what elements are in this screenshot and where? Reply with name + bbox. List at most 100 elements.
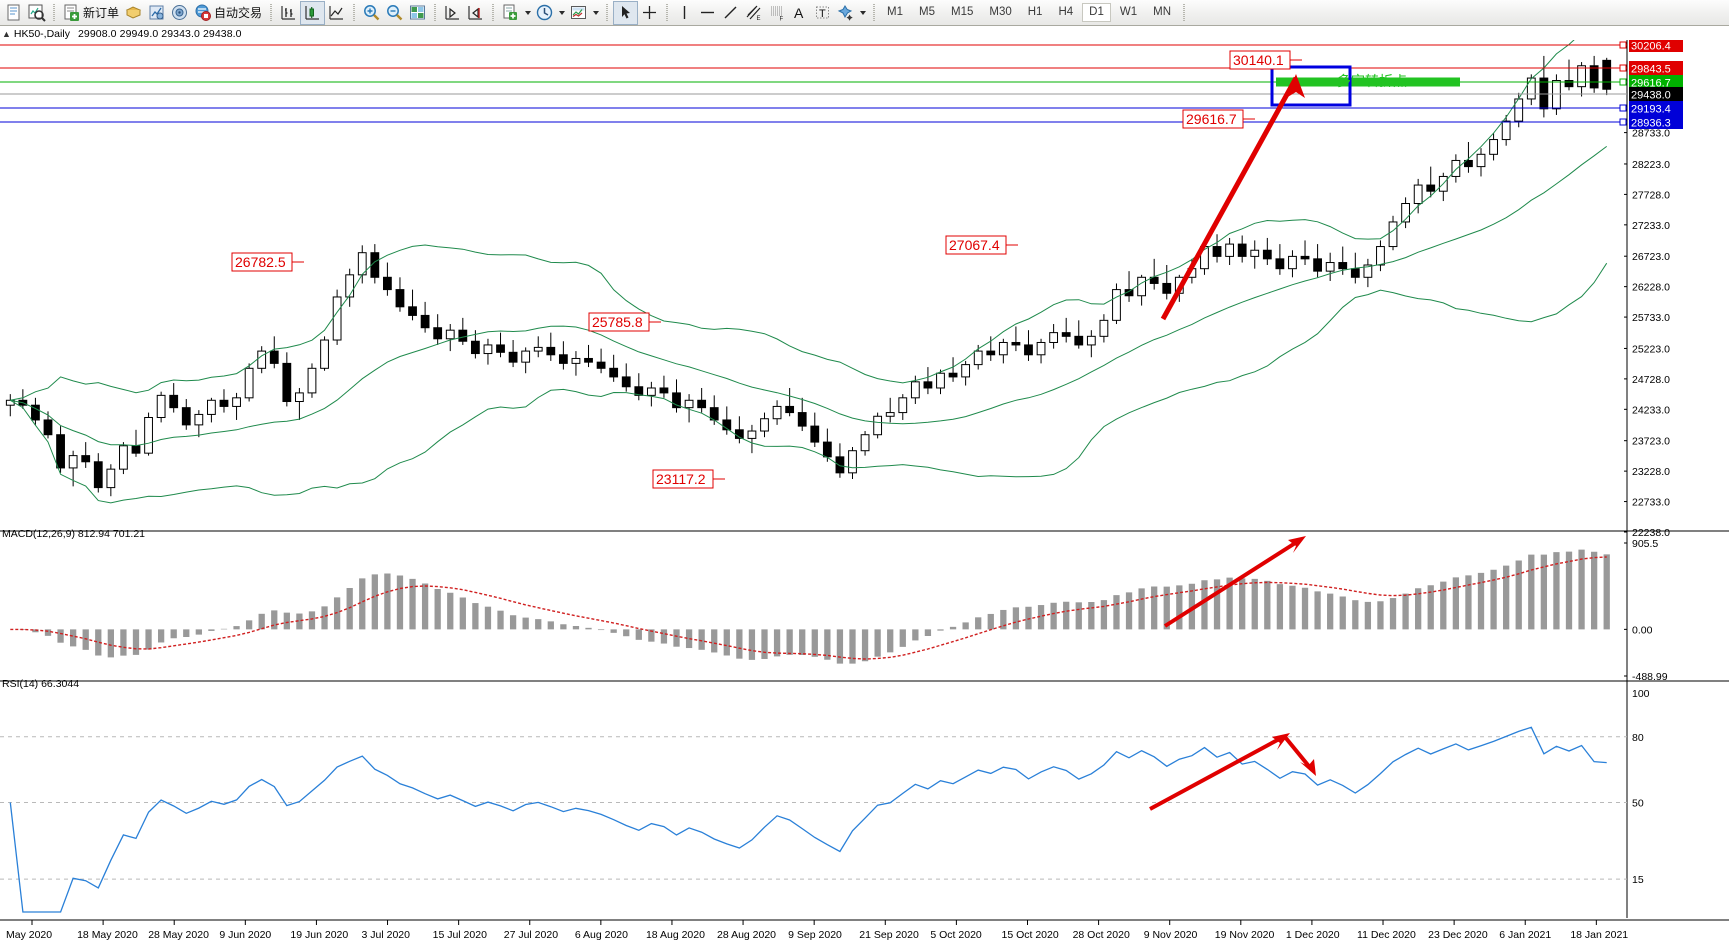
- expert-advisors-icon[interactable]: [122, 1, 145, 25]
- shapes-dropdown-chevron-down-icon[interactable]: [857, 2, 868, 24]
- horizontal-line-icon[interactable]: [696, 1, 719, 25]
- grid-icon[interactable]: [406, 1, 429, 25]
- line-chart-icon[interactable]: [325, 1, 348, 25]
- price-axis-label: 23228.0: [1632, 466, 1670, 478]
- text-icon[interactable]: A: [788, 1, 811, 25]
- timeframe-h4[interactable]: H4: [1058, 6, 1074, 18]
- candle-body: [496, 344, 505, 353]
- timeframe-mn[interactable]: MN: [1153, 6, 1171, 18]
- price-tag-value: 29616.7: [1631, 78, 1671, 90]
- market-watch-icon[interactable]: [25, 1, 48, 25]
- timeframe-m15[interactable]: M15: [951, 6, 974, 18]
- candle-body: [1237, 243, 1247, 257]
- timeframe-m30[interactable]: M30: [989, 6, 1012, 18]
- auto-trading-button[interactable]: 自动交易: [191, 1, 265, 25]
- price-tag[interactable]: [1629, 75, 1683, 89]
- vertical-line-icon[interactable]: [673, 1, 696, 25]
- macd-trend-arrow-line[interactable]: [1163, 538, 1302, 628]
- indicators-icon[interactable]: [499, 1, 522, 25]
- timeframe-h1[interactable]: H1: [1027, 6, 1043, 18]
- price-callout-label: 27067.4: [949, 237, 1000, 253]
- date-axis-label: 11 Dec 2020: [1357, 929, 1416, 941]
- bar-chart-icon[interactable]: [277, 1, 300, 25]
- period-icon[interactable]: [533, 1, 556, 25]
- price-axis-label: 22238.0: [1632, 527, 1670, 539]
- candle-body: [961, 364, 971, 378]
- date-axis-label: 28 May 2020: [148, 929, 209, 941]
- candle-body: [1137, 276, 1147, 297]
- chart-area[interactable]: 28733.0 28223.0 27728.0 27233.0 26723.0 26228…: [0, 40, 1729, 944]
- candle-body: [1577, 65, 1586, 88]
- date-axis-label: 15 Jul 2020: [433, 929, 487, 941]
- candle-body: [810, 425, 820, 443]
- templates-dropdown-chevron-down-icon[interactable]: [590, 2, 601, 24]
- candle-body: [848, 450, 857, 474]
- trend-arrow-line[interactable]: [1160, 76, 1299, 321]
- price-tag-value: 29843.5: [1631, 64, 1671, 76]
- price-axis-label: 26228.0: [1632, 282, 1670, 294]
- price-level-handle[interactable]: [1619, 104, 1627, 112]
- cursor-icon[interactable]: [613, 0, 639, 25]
- candle-body: [244, 367, 254, 399]
- indicators-dropdown-chevron-down-icon[interactable]: [522, 2, 533, 24]
- zoom-in-icon[interactable]: [360, 1, 383, 25]
- zoom-out-icon[interactable]: [383, 1, 406, 25]
- timeframe-w1[interactable]: W1: [1119, 6, 1138, 18]
- text-label-icon[interactable]: T: [811, 1, 834, 25]
- timeframe-d1[interactable]: D1: [1082, 3, 1111, 22]
- shift-end-icon[interactable]: [441, 1, 464, 25]
- price-tag[interactable]: [1629, 101, 1683, 115]
- toolbar-separator-3: [351, 3, 357, 23]
- candle-body: [144, 417, 153, 454]
- templates-icon[interactable]: [567, 1, 590, 25]
- candle-body: [835, 456, 845, 474]
- shapes-icon[interactable]: [834, 1, 857, 25]
- crosshair-icon[interactable]: [638, 1, 661, 25]
- strategy-tester-icon[interactable]: [145, 1, 168, 25]
- candle-body: [546, 346, 556, 356]
- date-axis-label: 18 May 2020: [77, 929, 138, 941]
- price-tag[interactable]: [1629, 87, 1683, 101]
- candle-body: [483, 344, 493, 355]
- timeframe-m5[interactable]: M5: [919, 6, 935, 18]
- candle-body: [219, 399, 229, 407]
- price-tag[interactable]: [1629, 40, 1683, 52]
- candle-body: [43, 419, 53, 436]
- period-dropdown-chevron-down-icon[interactable]: [556, 2, 567, 24]
- candle-body: [420, 314, 430, 329]
- candle-body: [1602, 59, 1612, 90]
- price-level-handle[interactable]: [1619, 78, 1627, 86]
- date-axis-label: 28 Aug 2020: [717, 929, 776, 941]
- candle-body: [68, 455, 78, 469]
- rsi-up-arrow-line[interactable]: [1149, 735, 1284, 811]
- price-axis-label: 25733.0: [1632, 312, 1670, 324]
- candle-body: [772, 405, 782, 420]
- candlestick-chart-icon[interactable]: [300, 0, 326, 25]
- price-level-handle[interactable]: [1619, 41, 1627, 49]
- price-tag[interactable]: [1629, 61, 1683, 75]
- new-chart-icon[interactable]: [2, 1, 25, 25]
- date-axis-label: 6 Aug 2020: [575, 929, 628, 941]
- price-axis-label: 24233.0: [1632, 404, 1670, 416]
- trendline-icon[interactable]: [719, 1, 742, 25]
- price-tag-value: 30206.4: [1631, 41, 1671, 53]
- chart-canvas[interactable]: 28733.0 28223.0 27728.0 27233.0 26723.0 26228…: [0, 40, 1729, 944]
- macd-histogram: [19, 549, 1610, 664]
- candle-body: [1313, 258, 1322, 272]
- price-tag[interactable]: [1629, 115, 1683, 129]
- candle-body: [986, 350, 996, 356]
- rsi-down-arrow-line[interactable]: [1283, 735, 1314, 772]
- price-level-handle[interactable]: [1619, 64, 1627, 72]
- timeframe-m1[interactable]: M1: [887, 6, 904, 18]
- auto-scroll-icon[interactable]: [464, 1, 487, 25]
- price-level-handle[interactable]: [1619, 118, 1627, 126]
- candle-body: [1212, 246, 1222, 257]
- date-axis-label: 18 Jan 2021: [1570, 929, 1628, 941]
- annotation-rectangle[interactable]: [1270, 65, 1352, 107]
- equidistant-channel-icon[interactable]: E: [742, 1, 765, 25]
- fibonacci-icon[interactable]: F: [765, 1, 788, 25]
- candle-body: [1476, 153, 1486, 168]
- new-order-button[interactable]: 新订单: [60, 1, 122, 25]
- date-axis-label: 9 Nov 2020: [1144, 929, 1198, 941]
- navigator-icon[interactable]: [168, 1, 191, 25]
